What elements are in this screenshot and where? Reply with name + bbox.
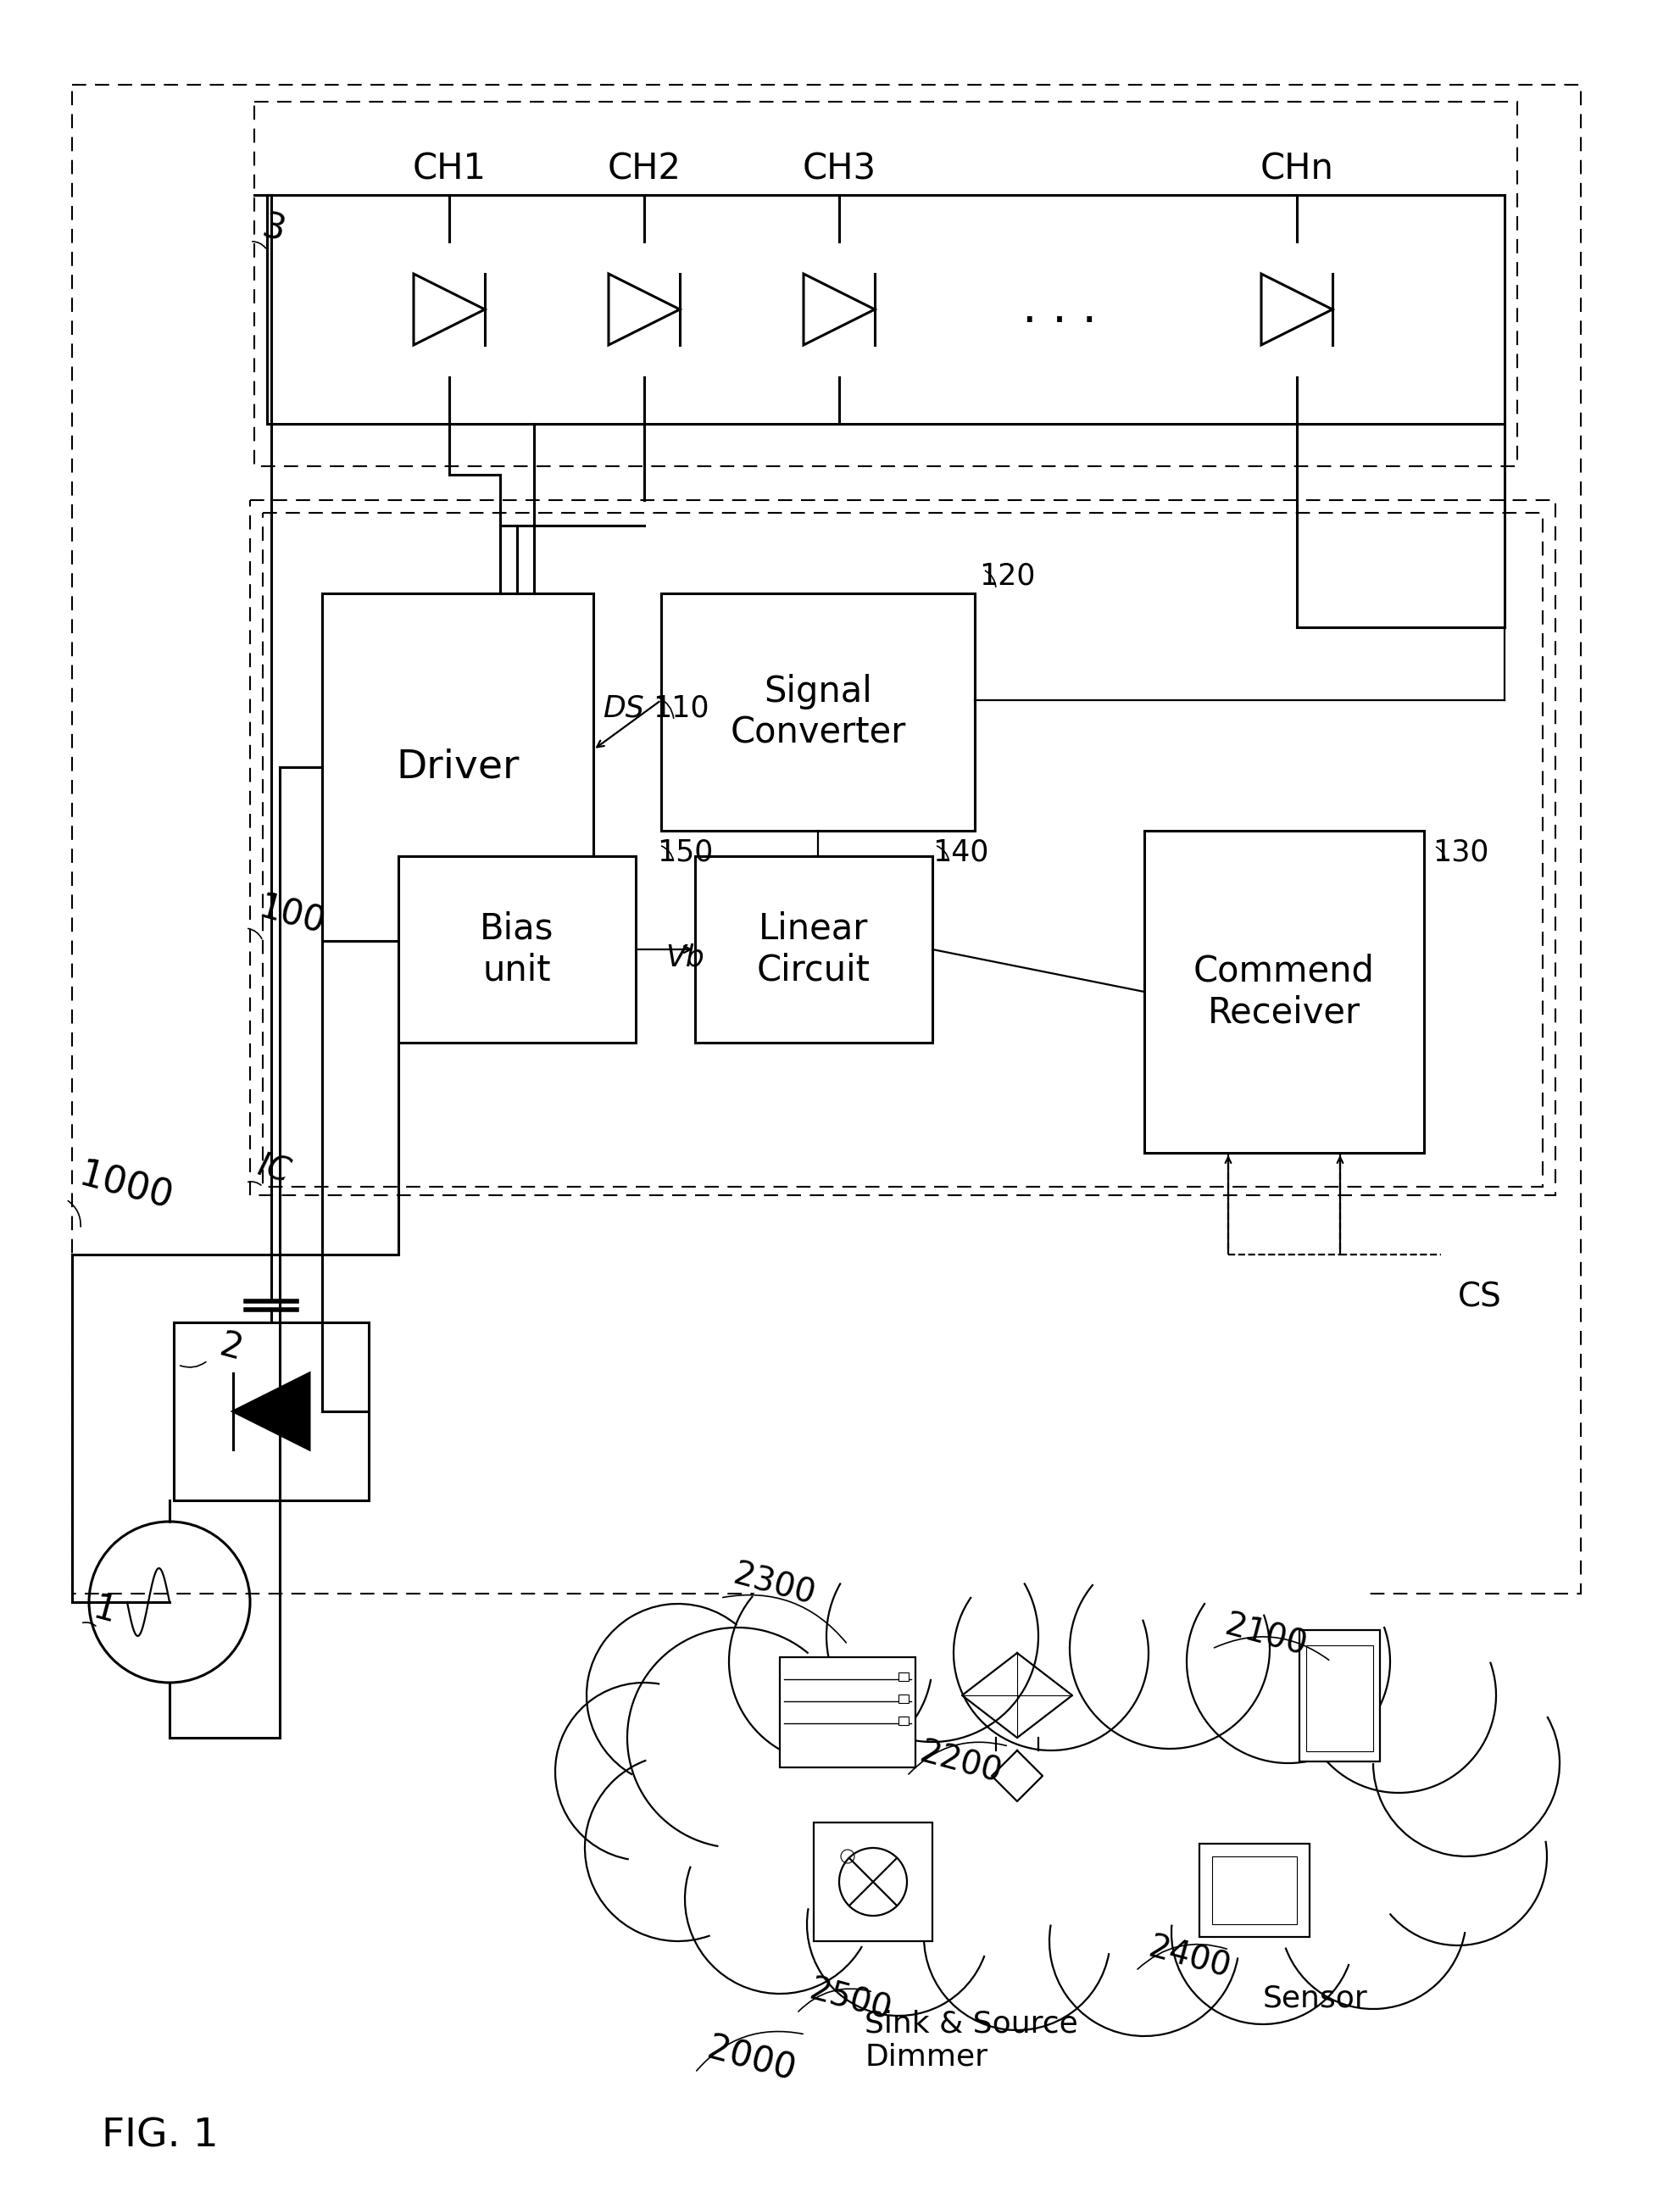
Circle shape xyxy=(924,1844,1110,2030)
Text: Linear
Circuit: Linear Circuit xyxy=(756,912,870,989)
Circle shape xyxy=(554,1682,732,1861)
Text: 150: 150 xyxy=(657,838,712,866)
Bar xyxy=(1200,1844,1309,1938)
Text: 140: 140 xyxy=(932,838,988,866)
Text: 2500: 2500 xyxy=(805,1975,894,2027)
Polygon shape xyxy=(608,273,679,346)
Bar xyxy=(1299,1629,1379,1761)
Polygon shape xyxy=(234,1373,309,1450)
Text: 120: 120 xyxy=(978,562,1035,590)
Text: 1000: 1000 xyxy=(74,1157,176,1216)
Bar xyxy=(899,1717,909,1726)
Bar xyxy=(72,85,1579,1594)
Text: 2400: 2400 xyxy=(1144,1931,1233,1984)
Text: FIG. 1: FIG. 1 xyxy=(102,2117,218,2154)
Text: CH3: CH3 xyxy=(801,151,875,188)
Polygon shape xyxy=(803,273,874,346)
Circle shape xyxy=(1300,1599,1495,1793)
Text: 100: 100 xyxy=(254,890,328,940)
Bar xyxy=(899,1673,909,1682)
Text: CH2: CH2 xyxy=(606,151,680,188)
Text: IC: IC xyxy=(254,1150,294,1190)
Text: DS: DS xyxy=(603,693,643,722)
Text: Sensor: Sensor xyxy=(1262,1984,1368,2012)
Bar xyxy=(173,1323,368,1500)
Text: Signal
Converter: Signal Converter xyxy=(729,674,906,750)
Text: 130: 130 xyxy=(1431,838,1488,866)
Bar xyxy=(398,855,635,1043)
Circle shape xyxy=(586,1603,769,1787)
Bar xyxy=(1144,831,1423,1153)
Circle shape xyxy=(1048,1846,1238,2036)
Text: Driver: Driver xyxy=(396,748,519,785)
Bar xyxy=(323,593,593,940)
Bar xyxy=(899,1695,909,1704)
Text: 1: 1 xyxy=(89,1590,119,1632)
Text: . . .: . . . xyxy=(1021,286,1097,332)
Text: Sink & Source
Dimmer: Sink & Source Dimmer xyxy=(864,2010,1077,2071)
Circle shape xyxy=(827,1531,1038,1743)
Polygon shape xyxy=(1260,273,1332,346)
Circle shape xyxy=(729,1559,932,1763)
Text: Commend
Receiver: Commend Receiver xyxy=(1193,954,1374,1030)
Circle shape xyxy=(1068,1548,1268,1750)
Text: CH1: CH1 xyxy=(412,151,486,188)
Text: CHn: CHn xyxy=(1260,151,1332,188)
Circle shape xyxy=(953,1555,1147,1750)
Circle shape xyxy=(684,1804,874,1995)
Circle shape xyxy=(1278,1822,1465,2010)
Circle shape xyxy=(1171,1841,1354,2025)
Bar xyxy=(813,1822,932,1942)
Bar xyxy=(780,1658,916,1767)
Circle shape xyxy=(806,1833,990,2016)
Bar xyxy=(696,855,932,1043)
Circle shape xyxy=(1373,1671,1559,1857)
Text: 2000: 2000 xyxy=(704,2032,800,2089)
Circle shape xyxy=(627,1627,847,1848)
Bar xyxy=(1211,1857,1297,1925)
Bar xyxy=(254,103,1517,466)
Text: Bias
unit: Bias unit xyxy=(480,912,554,989)
Text: 2200: 2200 xyxy=(916,1736,1005,1789)
Text: CS: CS xyxy=(1457,1282,1500,1312)
Circle shape xyxy=(1186,1559,1389,1763)
Text: Vb: Vb xyxy=(665,943,704,973)
Bar xyxy=(1305,1645,1373,1752)
Circle shape xyxy=(585,1754,771,1942)
Bar xyxy=(262,512,1542,1188)
Text: 110: 110 xyxy=(652,693,709,722)
Bar xyxy=(660,593,974,831)
Text: 2100: 2100 xyxy=(1220,1610,1309,1662)
Text: 2: 2 xyxy=(217,1328,247,1367)
Text: 3: 3 xyxy=(259,208,289,249)
Circle shape xyxy=(1368,1767,1546,1946)
Polygon shape xyxy=(413,273,484,346)
Text: 2300: 2300 xyxy=(729,1559,818,1612)
Bar xyxy=(250,501,1554,1196)
